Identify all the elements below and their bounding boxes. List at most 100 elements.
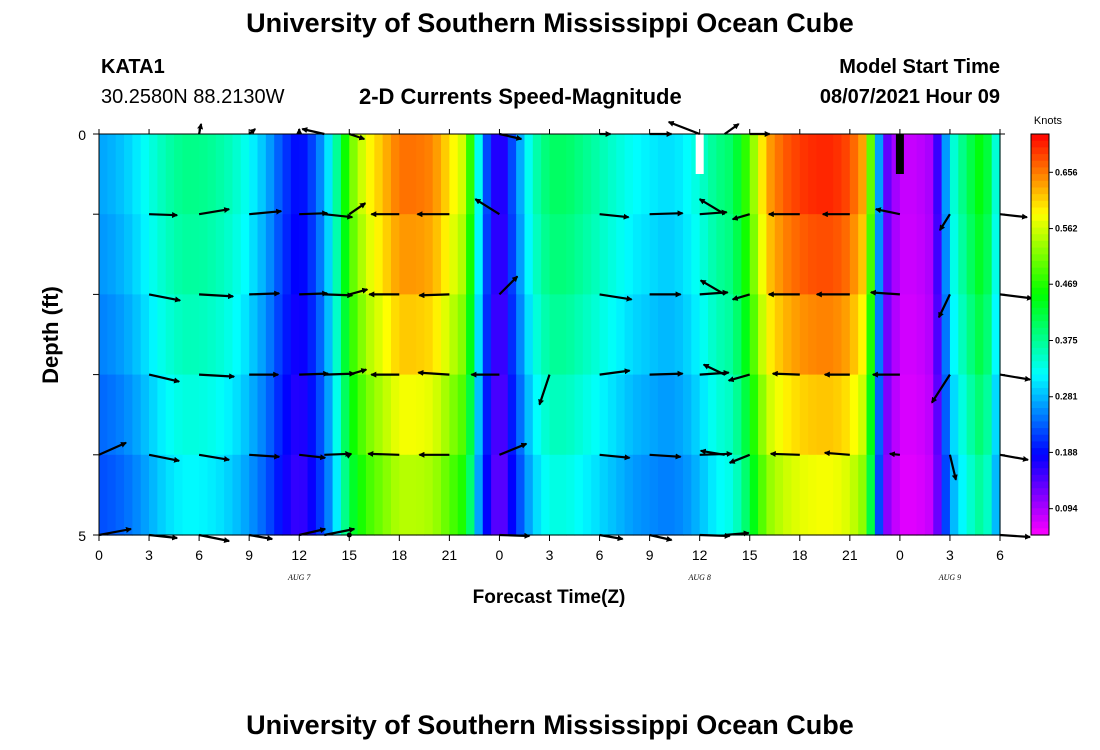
heatmap-cell: [124, 134, 133, 215]
heatmap-cell: [983, 294, 993, 376]
heatmap-cell: [482, 294, 492, 376]
heatmap-cell: [532, 134, 542, 215]
heatmap-cell: [424, 454, 434, 536]
heatmap-cell: [290, 294, 300, 376]
current-vector: [823, 450, 850, 457]
heatmap-cell: [349, 294, 359, 376]
heatmap-cell: [407, 214, 417, 295]
heatmap-cell: [474, 294, 484, 376]
colorbar-cell: [1031, 194, 1049, 202]
heatmap-cell: [265, 374, 275, 456]
colorbar-cell: [1031, 294, 1049, 302]
heatmap-cell: [432, 134, 442, 215]
heatmap-cell: [891, 374, 901, 456]
x-tick-label: 15: [341, 547, 357, 563]
heatmap-cell: [599, 294, 609, 376]
heatmap-cell: [883, 134, 893, 215]
current-vector: [649, 370, 684, 377]
heatmap-cell: [199, 214, 209, 295]
x-tick-label: 6: [596, 547, 604, 563]
heatmap-cell: [449, 214, 459, 295]
heatmap-cell: [632, 454, 642, 536]
heatmap-cell: [199, 374, 209, 456]
heatmap-cell: [382, 454, 392, 536]
colorbar-cell: [1031, 374, 1049, 382]
heatmap-cell: [441, 214, 450, 295]
heatmap-cell: [482, 374, 492, 456]
current-vector: [349, 287, 369, 296]
heatmap-cell: [399, 454, 409, 536]
current-vector: [728, 453, 751, 464]
heatmap-cell: [549, 214, 559, 295]
current-vector: [499, 132, 523, 141]
heatmap-cell: [774, 214, 784, 295]
heatmap-cell: [257, 294, 267, 376]
heatmap-cell: [324, 454, 334, 536]
heatmap-cell: [149, 294, 158, 376]
heatmap-cell: [666, 134, 676, 215]
current-vector: [367, 450, 400, 457]
heatmap-cell: [649, 454, 659, 536]
heatmap-cell: [724, 374, 734, 456]
heatmap-cell: [691, 374, 701, 456]
heatmap-cell: [299, 214, 309, 295]
heatmap-cell: [290, 134, 300, 215]
heatmap-cell: [699, 454, 709, 536]
heatmap-cell: [532, 374, 542, 456]
heatmap-cell: [499, 214, 509, 295]
heatmap-cell: [641, 454, 651, 536]
colorbar-cell: [1031, 187, 1049, 195]
heatmap-cell: [282, 134, 292, 215]
station-name: KATA1: [101, 56, 165, 78]
heatmap-cell: [365, 134, 375, 215]
current-vector: [699, 369, 730, 376]
heatmap-cell: [474, 454, 484, 536]
heatmap-cell: [766, 214, 776, 295]
current-vector: [599, 368, 631, 376]
heatmap-cell: [165, 134, 175, 215]
heatmap-cell: [808, 454, 818, 536]
heatmap-cell: [616, 454, 626, 536]
heatmap-cell: [157, 374, 167, 456]
colorbar-cell: [1031, 147, 1049, 155]
heatmap-cell: [791, 374, 801, 456]
heatmap-cell: [390, 134, 400, 215]
x-tick-label: 12: [291, 547, 307, 563]
heatmap-cell: [741, 214, 751, 295]
heatmap-cell: [674, 214, 684, 295]
heatmap-cell: [574, 134, 584, 215]
colorbar-cell: [1031, 448, 1049, 456]
x-tick-label: 0: [95, 547, 103, 563]
heatmap-cell: [874, 294, 884, 376]
heatmap-cell: [899, 214, 909, 295]
heatmap-cell: [958, 374, 968, 456]
colorbar-cell: [1031, 434, 1049, 443]
heatmap-cell: [549, 374, 559, 456]
heatmap-cell: [799, 374, 809, 456]
heatmap-cell: [499, 454, 509, 536]
heatmap-cell: [891, 134, 901, 215]
heatmap-cell: [557, 134, 567, 215]
heatmap-cell: [457, 294, 467, 376]
heatmap-cell: [140, 134, 150, 215]
heatmap-cell: [632, 134, 642, 215]
heatmap-cell: [766, 294, 776, 376]
colorbar-cell: [1031, 281, 1049, 289]
heatmap-cell: [499, 134, 509, 215]
heatmap-cell: [733, 134, 742, 215]
heatmap-cell: [115, 454, 125, 536]
current-vector: [345, 452, 353, 459]
heatmap-cell: [616, 214, 626, 295]
current-vector: [948, 454, 958, 481]
colorbar: 0.656 0.562 0.469 0.375 0.281 0.188 0.094: [1030, 133, 1078, 536]
colorbar-cell: [1031, 521, 1049, 529]
heatmap-cell: [974, 294, 984, 376]
heatmap-cell: [240, 214, 250, 295]
heatmap-cell: [482, 454, 492, 536]
heatmap-cell: [716, 294, 726, 376]
heatmap-cell: [649, 294, 659, 376]
heatmap-cell: [307, 134, 317, 215]
heatmap-cell: [290, 374, 300, 456]
heatmap-cell: [899, 454, 909, 536]
heatmap-cell: [866, 134, 876, 215]
